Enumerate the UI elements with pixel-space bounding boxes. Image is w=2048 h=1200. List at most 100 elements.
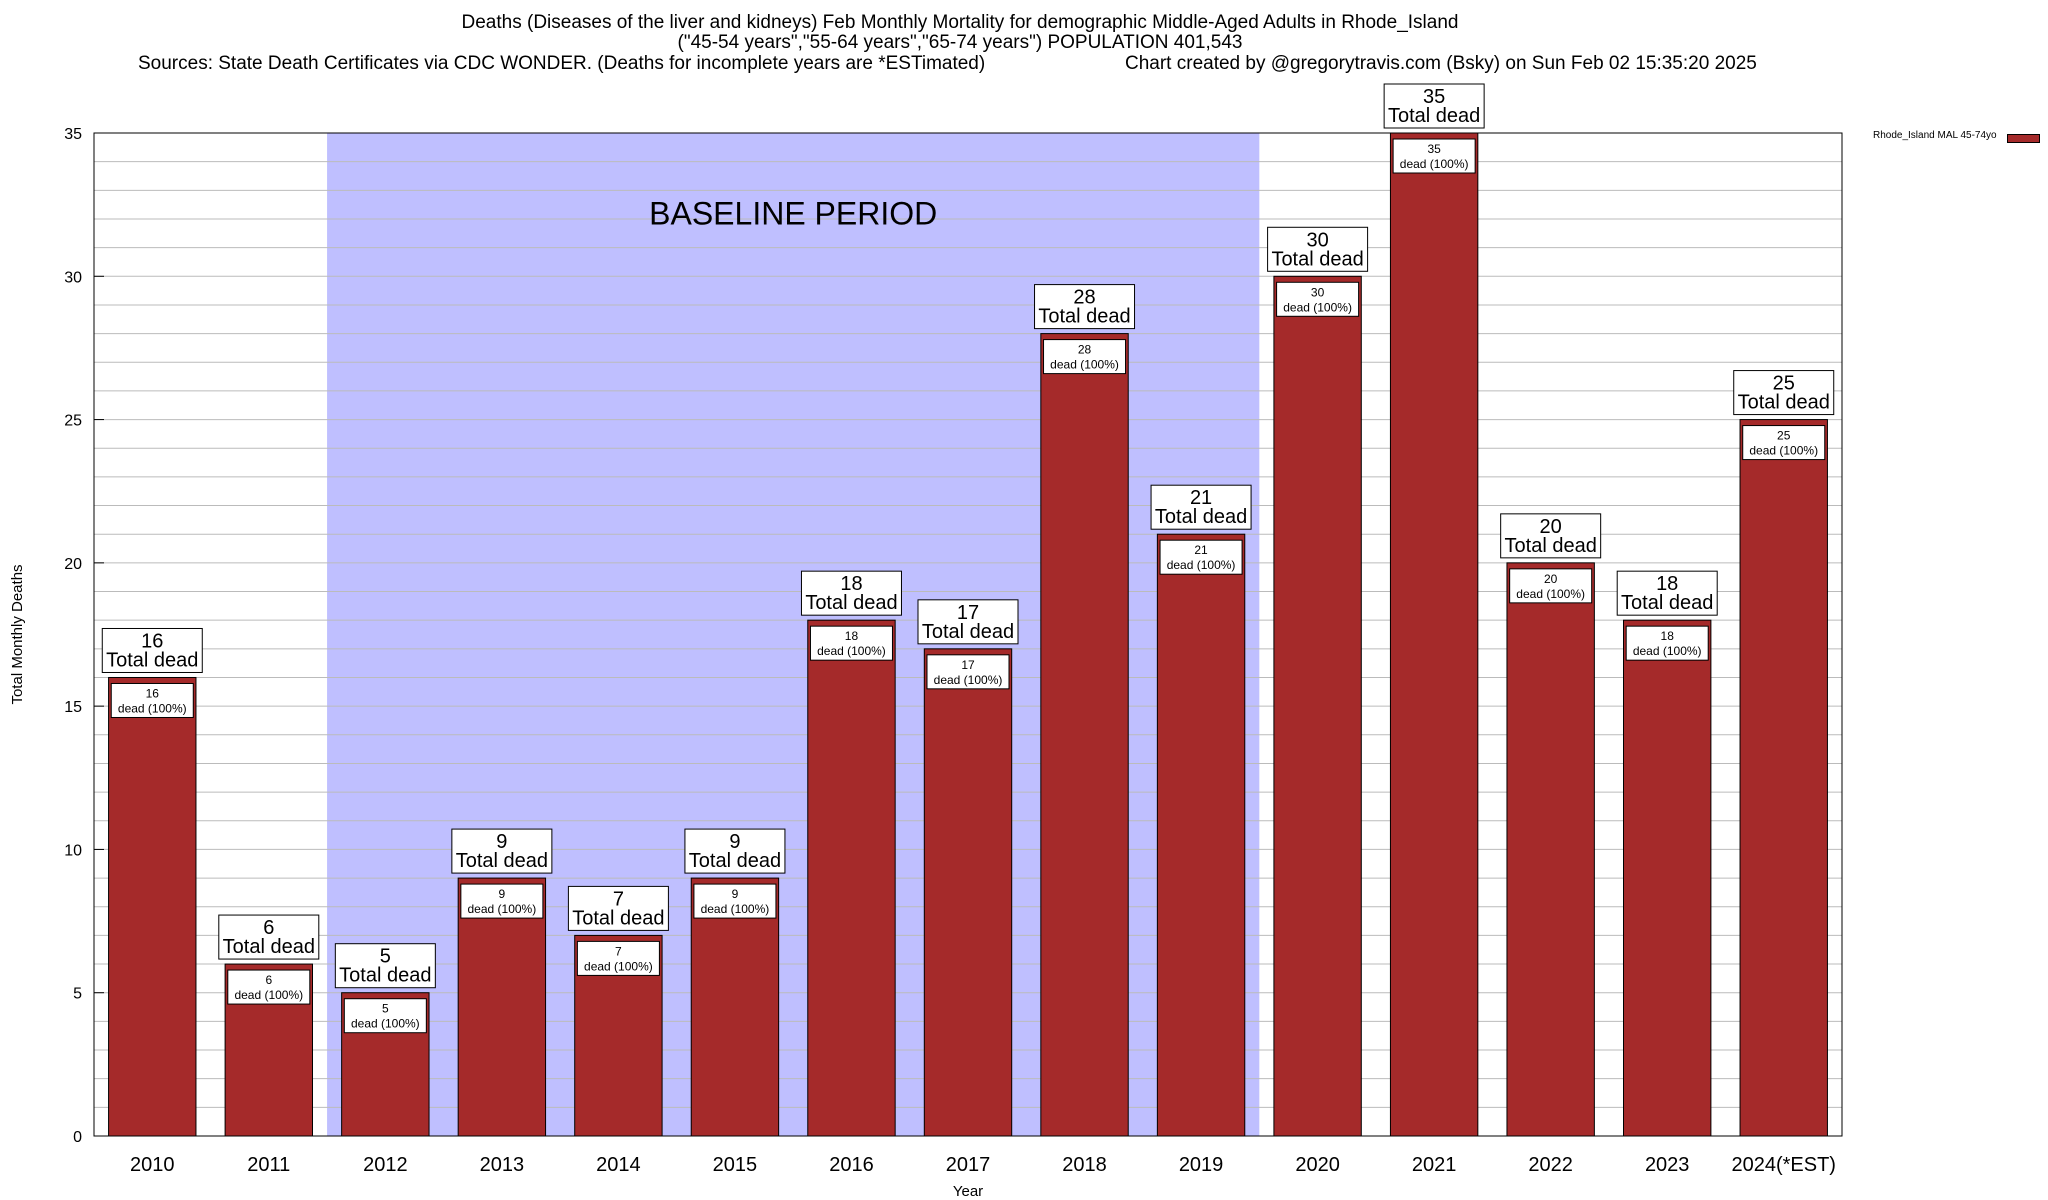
inner-label-value: 35	[1427, 142, 1441, 156]
x-tick-label: 2023	[1645, 1154, 1690, 1176]
inner-label-text: dead (100%)	[468, 902, 537, 916]
total-label-box	[218, 914, 320, 960]
total-label-box	[800, 570, 902, 616]
inner-label-value: 9	[732, 887, 739, 901]
inner-label-text: dead (100%)	[1516, 587, 1585, 601]
inner-label-text: dead (100%)	[1167, 558, 1236, 572]
total-label-text: Total dead	[922, 621, 1014, 643]
inner-label-value: 6	[265, 973, 272, 987]
inner-label-value: 28	[1078, 343, 1092, 357]
x-tick-label: 2024(*EST)	[1731, 1154, 1836, 1176]
inner-label-box	[1742, 425, 1826, 461]
y-tick-label: 25	[64, 413, 82, 430]
x-tick-label: 2016	[829, 1154, 874, 1176]
total-label-text: Total dead	[223, 936, 315, 958]
inner-label-text: dead (100%)	[1283, 300, 1352, 314]
inner-label-box	[227, 969, 311, 1005]
x-tick-label: 2020	[1295, 1154, 1340, 1176]
bar	[1623, 619, 1712, 1137]
bar	[1156, 533, 1246, 1137]
inner-label-box	[1509, 568, 1593, 604]
total-label-value: 28	[1073, 287, 1095, 309]
total-label-value: 18	[1656, 573, 1678, 595]
x-tick-label: 2011	[247, 1154, 290, 1176]
x-axis-label: Year	[953, 1183, 983, 1200]
total-label-value: 25	[1773, 373, 1795, 395]
inner-label-box	[576, 940, 660, 976]
chart-title-line-2: ("45-54 years","55-64 years","65-74 year…	[677, 32, 1243, 53]
total-label-text: Total dead	[1738, 392, 1830, 414]
bar	[1739, 419, 1828, 1137]
inner-label-box	[110, 682, 194, 718]
y-tick-label: 5	[73, 986, 82, 1003]
y-tick-label: 10	[64, 842, 82, 859]
inner-label-value: 30	[1311, 285, 1325, 299]
total-label-text: Total dead	[1505, 535, 1597, 557]
total-label-box	[684, 828, 786, 874]
x-tick-label: 2014	[596, 1154, 641, 1176]
y-tick-label: 20	[64, 556, 82, 573]
y-tick-label: 35	[64, 126, 82, 143]
total-label-text: Total dead	[1271, 248, 1363, 270]
total-label-box	[1733, 370, 1835, 416]
total-label-box	[1034, 284, 1136, 330]
total-label-text: Total dead	[106, 649, 198, 671]
inner-label-box	[693, 883, 777, 919]
x-tick-label: 2017	[946, 1154, 991, 1176]
total-label-box	[1383, 83, 1485, 129]
y-tick-label: 0	[73, 1129, 82, 1146]
inner-label-text: dead (100%)	[118, 701, 187, 715]
total-label-value: 20	[1540, 516, 1562, 538]
chart-sources-note: Sources: State Death Certificates via CD…	[138, 53, 986, 74]
bar	[807, 619, 896, 1137]
total-label-box	[1616, 570, 1718, 616]
bar	[108, 676, 197, 1137]
inner-label-value: 18	[845, 629, 859, 643]
legend-swatch	[2007, 134, 2040, 143]
total-label-text: Total dead	[456, 850, 548, 872]
x-tick-label: 2013	[480, 1154, 525, 1176]
inner-label-value: 7	[615, 944, 622, 958]
total-label-text: Total dead	[805, 592, 897, 614]
total-label-box	[917, 599, 1019, 645]
inner-label-text: dead (100%)	[701, 902, 770, 916]
y-tick-label: 15	[64, 699, 82, 716]
bar	[457, 877, 547, 1137]
inner-label-text: dead (100%)	[1050, 358, 1119, 372]
total-label-value: 6	[263, 917, 274, 939]
bar	[1506, 562, 1595, 1137]
total-label-value: 9	[496, 831, 507, 853]
total-label-text: Total dead	[339, 965, 431, 987]
y-axis-label: Total Monthly Deaths	[9, 564, 26, 704]
inner-label-box	[1625, 625, 1709, 661]
inner-label-text: dead (100%)	[584, 959, 653, 973]
bar	[1389, 132, 1479, 1137]
baseline-period-label: BASELINE PERIOD	[649, 196, 937, 232]
chart-title-line-1: Deaths (Diseases of the liver and kidney…	[461, 12, 1459, 33]
inner-label-value: 20	[1544, 572, 1558, 586]
x-tick-label: 2012	[363, 1154, 408, 1176]
x-tick-label: 2019	[1179, 1154, 1224, 1176]
total-label-value: 35	[1423, 86, 1445, 108]
total-label-box	[1150, 484, 1252, 530]
total-label-value: 17	[957, 602, 979, 624]
total-label-value: 30	[1306, 229, 1328, 251]
x-tick-label: 2010	[130, 1154, 175, 1176]
x-tick-label: 2022	[1528, 1154, 1573, 1176]
total-label-box	[1500, 513, 1602, 559]
total-label-value: 5	[380, 946, 391, 968]
plot-frame	[93, 132, 1843, 1137]
inner-label-value: 17	[961, 658, 975, 672]
y-tick-label: 30	[64, 269, 82, 286]
total-label-box	[567, 885, 669, 931]
inner-label-box	[460, 883, 544, 919]
total-label-text: Total dead	[689, 850, 781, 872]
inner-label-value: 25	[1777, 429, 1791, 443]
total-label-box	[451, 828, 553, 874]
inner-label-text: dead (100%)	[934, 673, 1003, 687]
total-label-text: Total dead	[572, 907, 664, 929]
inner-label-box	[809, 625, 893, 661]
total-label-text: Total dead	[1155, 506, 1247, 528]
inner-label-value: 21	[1194, 543, 1208, 557]
total-label-value: 16	[141, 630, 163, 652]
